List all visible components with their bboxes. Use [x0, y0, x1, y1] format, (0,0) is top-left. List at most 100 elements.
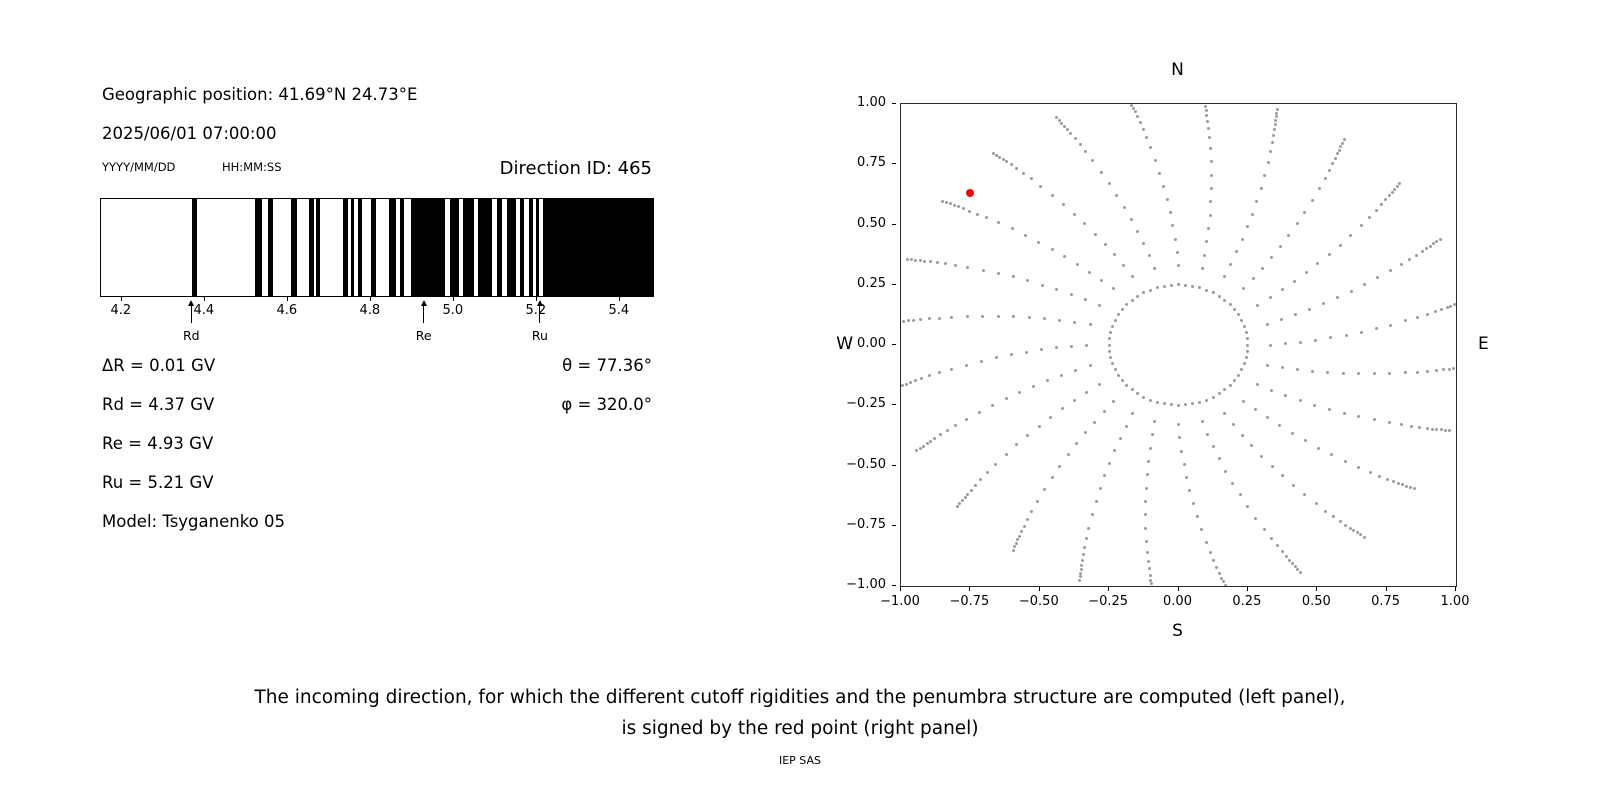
direction-dot — [944, 262, 947, 266]
geo-position-text: Geographic position: 41.69°N 24.73°E — [102, 85, 418, 104]
direction-dot — [1069, 131, 1073, 135]
direction-dot — [1191, 402, 1195, 406]
direction-dot — [1087, 526, 1091, 530]
red-direction-point — [966, 189, 975, 198]
direction-dot — [1030, 510, 1034, 514]
direction-dot — [1037, 240, 1041, 244]
direction-dot — [1208, 135, 1212, 139]
x-tick-mark — [900, 587, 901, 591]
x-tick-label: 0.50 — [1301, 594, 1331, 609]
direction-dot — [1359, 223, 1363, 227]
direction-dot — [1142, 241, 1146, 245]
direction-dot — [1182, 462, 1186, 466]
direction-dot — [1144, 486, 1148, 490]
penumbra-bar — [291, 199, 297, 296]
direction-dot — [922, 444, 926, 448]
direction-dot — [1272, 133, 1275, 137]
direction-dot — [1250, 212, 1254, 216]
direction-dot — [1372, 372, 1376, 376]
x-tick-mark — [452, 297, 454, 301]
direction-dot — [954, 424, 958, 428]
direction-dot — [1377, 474, 1381, 478]
penumbra-bar — [316, 199, 321, 296]
direction-dot — [1246, 505, 1250, 508]
direction-dot — [1085, 343, 1089, 347]
direction-dot — [1010, 227, 1014, 231]
direction-dot — [955, 504, 959, 508]
direction-dot — [1250, 444, 1254, 448]
y-tick-label: −0.50 — [846, 456, 886, 472]
direction-dot — [1148, 288, 1152, 292]
direction-dot — [1231, 481, 1235, 485]
direction-dot — [1050, 247, 1054, 251]
y-tick-mark — [892, 103, 896, 104]
direction-dot — [1256, 303, 1260, 307]
direction-dot — [1088, 364, 1092, 368]
x-tick-label: 5.0 — [442, 303, 464, 318]
direction-dot — [1184, 403, 1188, 407]
direction-dot — [1368, 470, 1372, 474]
direction-dot — [1085, 391, 1089, 394]
direction-dot — [1001, 158, 1005, 162]
direction-dot — [1148, 446, 1152, 450]
direction-dot — [1304, 271, 1308, 275]
direction-dot — [1097, 303, 1101, 307]
direction-dot — [996, 314, 1000, 318]
x-tick-mark — [1316, 587, 1318, 591]
direction-dot — [1414, 253, 1418, 257]
direction-id-label: Direction ID: 465 — [499, 158, 652, 179]
penumbra-bar — [536, 199, 540, 296]
direction-dot — [1224, 469, 1228, 473]
direction-dot — [1122, 263, 1126, 267]
direction-dot — [1102, 410, 1106, 413]
direction-dot — [935, 261, 939, 264]
direction-dot — [1195, 515, 1199, 518]
direction-dot — [1314, 338, 1318, 342]
penumbra-bar — [462, 199, 474, 296]
direction-dot — [1158, 172, 1162, 175]
direction-dot — [1323, 176, 1327, 180]
direction-dot — [1260, 454, 1264, 458]
x-tick-mark — [1455, 587, 1456, 591]
direction-dot — [1125, 383, 1129, 387]
direction-dot — [1221, 580, 1225, 584]
direction-dot — [1100, 278, 1104, 282]
direction-dot — [1357, 415, 1361, 419]
direction-dot — [981, 314, 985, 318]
y-tick-mark — [892, 524, 896, 526]
direction-dot — [1084, 149, 1088, 153]
direction-dot — [1055, 116, 1058, 120]
direction-dot — [1362, 535, 1366, 539]
direction-dot — [1062, 203, 1065, 207]
direction-dot — [1268, 343, 1272, 347]
y-tick-mark — [892, 344, 896, 345]
direction-dot — [1284, 555, 1288, 559]
direction-dot — [1207, 227, 1211, 231]
direction-dot — [1171, 224, 1175, 228]
direction-dot — [1343, 459, 1347, 463]
direction-dot — [1310, 198, 1314, 202]
direction-dot — [1124, 424, 1128, 428]
direction-dot — [940, 199, 944, 203]
arrow-head-icon — [420, 300, 427, 306]
penumbra-bar — [506, 199, 516, 296]
penumbra-bar — [343, 199, 348, 296]
direction-dot — [1308, 308, 1312, 311]
direction-dot — [1327, 169, 1331, 173]
arrow-stem — [423, 306, 425, 323]
direction-dot — [1063, 255, 1067, 258]
direction-dot — [1060, 373, 1063, 377]
direction-dot — [1244, 356, 1248, 359]
direction-dot — [1283, 342, 1287, 346]
direction-dot — [1246, 337, 1249, 341]
x-tick-label: −0.25 — [1088, 594, 1129, 609]
direction-dot — [1389, 323, 1393, 327]
direction-dot — [1075, 442, 1079, 446]
direction-dot — [1416, 370, 1420, 374]
direction-dot — [1135, 114, 1139, 118]
direction-dot — [1293, 279, 1297, 283]
direction-dot — [918, 259, 922, 262]
direction-dot — [1113, 449, 1117, 453]
direction-dot — [1205, 288, 1209, 292]
arrow-head-icon — [188, 300, 195, 306]
